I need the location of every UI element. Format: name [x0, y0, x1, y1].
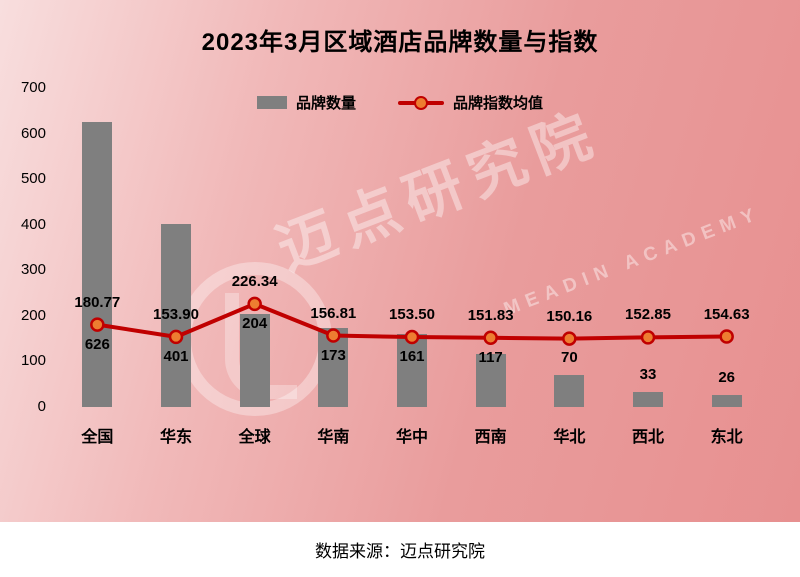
bar-value-label: 161: [399, 348, 425, 366]
line-marker: [90, 317, 105, 332]
y-axis-tick-label: 200: [20, 306, 46, 324]
bar: [82, 121, 113, 407]
bar: [554, 375, 585, 407]
bar: [633, 391, 663, 407]
bar: [711, 395, 742, 407]
bar-value-label: 117: [478, 348, 503, 366]
bar-value-label: 26: [718, 369, 735, 387]
bar: [397, 333, 427, 407]
bar-value-label: 626: [84, 335, 110, 353]
y-axis-tick-label: 600: [20, 124, 46, 142]
x-axis-label: 华南: [317, 429, 350, 446]
bar-value-label: 173: [320, 346, 346, 364]
line-value-label: 150.16: [546, 307, 593, 325]
plot-area: 0 100 200 300 400 500 600 700 180.77 626 全国 153.90 4…: [20, 79, 750, 446]
chart-title: 2023年3月区域酒店品牌数量与指数: [201, 29, 599, 56]
line-value-label: 151.83: [467, 306, 514, 324]
y-axis-tick-label: 300: [20, 261, 46, 279]
line-marker: [404, 329, 420, 345]
bar: [161, 224, 191, 407]
line-series-marker-icon: [414, 95, 428, 110]
y-axis-tick-label: 500: [20, 170, 46, 188]
line-series-sample-icon: [398, 95, 444, 110]
line-marker: [247, 296, 262, 312]
chart-legend: 品牌数量 品牌指数均值: [0, 92, 800, 113]
line-marker: [326, 328, 341, 343]
x-axis-label: 全球: [238, 429, 271, 446]
footer: 数据来源：迈点研究院: [0, 522, 800, 577]
chart-background: 迈点研究院 MEADIN ACADEMY 2023年3月区域酒店品牌数量与指数 …: [0, 0, 800, 522]
line-value-label: 153.50: [389, 306, 435, 324]
x-axis-label: 全国: [81, 429, 114, 446]
bar: [239, 314, 270, 407]
x-axis-label: 西北: [631, 429, 665, 446]
x-axis-label: 华中: [395, 429, 429, 446]
line-value-label: 153.90: [153, 305, 199, 323]
bar-value-label: 70: [560, 349, 578, 367]
line-value-label: 156.81: [310, 304, 357, 322]
x-axis-label: 华东: [159, 429, 193, 446]
legend-item-line-series: 品牌指数均值: [398, 92, 543, 113]
y-axis-tick-label: 100: [20, 352, 46, 370]
line-marker: [562, 331, 577, 346]
line-value-label: 226.34: [231, 272, 278, 290]
y-axis-tick-label: 700: [20, 79, 46, 96]
line-marker: [483, 330, 498, 346]
line-value-label: 152.85: [625, 306, 671, 324]
bar-value-label: 33: [639, 365, 657, 383]
line-value-label: 154.63: [703, 305, 750, 323]
line-series: [90, 296, 734, 346]
line-marker: [640, 330, 656, 345]
x-axis-label: 华北: [553, 429, 586, 446]
line-marker: [719, 329, 734, 344]
line-marker: [168, 329, 184, 345]
line-value-label: 180.77: [74, 293, 121, 311]
legend-label-line-series: 品牌指数均值: [453, 95, 544, 112]
legend-label-bar-series: 品牌数量: [295, 95, 356, 112]
x-axis-label: 东北: [710, 429, 743, 446]
y-axis-tick-label: 400: [20, 215, 46, 233]
x-axis-label: 西南: [474, 429, 507, 446]
bar-value-label: 401: [163, 347, 189, 365]
bar-value-label: 204: [242, 314, 268, 332]
data-source-text: 数据来源：迈点研究院: [315, 542, 485, 561]
bar: [475, 353, 506, 407]
y-axis-tick-label: 0: [37, 398, 46, 415]
legend-item-bar-series: 品牌数量: [256, 92, 356, 113]
bar-series-swatch-icon: [256, 96, 287, 109]
